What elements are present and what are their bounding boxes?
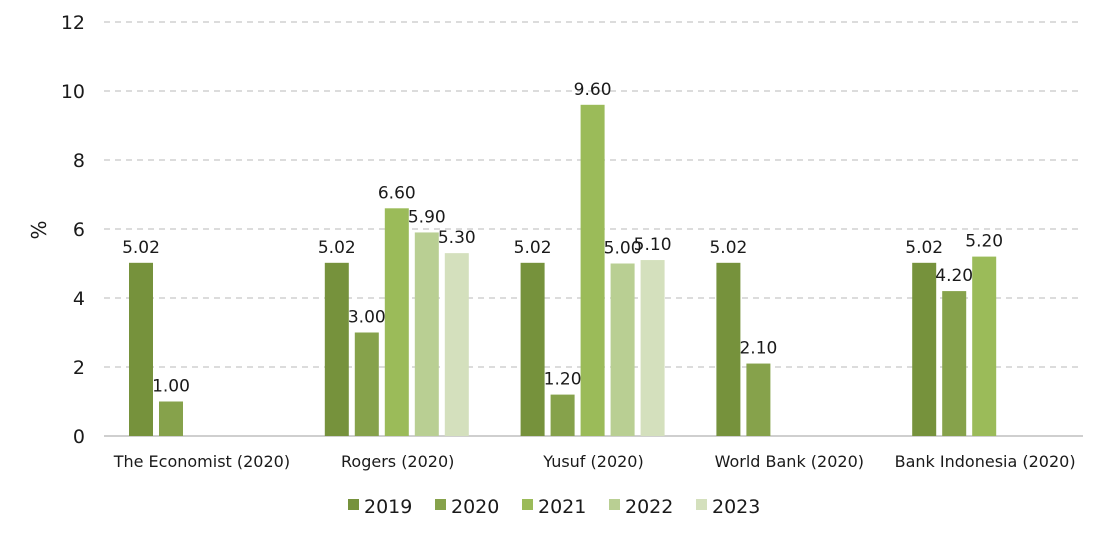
legend-label: 2021 — [538, 496, 586, 518]
data-label: 5.02 — [905, 238, 943, 258]
y-tick-label: 10 — [61, 81, 85, 103]
data-label: 5.20 — [965, 232, 1003, 252]
data-label: 5.02 — [514, 238, 552, 258]
data-label: 5.30 — [438, 228, 476, 248]
data-label: 5.02 — [709, 238, 747, 258]
legend-swatch — [609, 499, 620, 510]
bar-2021 — [972, 256, 997, 436]
legend: 2019 2020 2021 2022 2023 — [348, 496, 760, 518]
bar-2021 — [384, 208, 409, 436]
bar-2021 — [580, 104, 605, 437]
legend-swatch — [522, 499, 533, 510]
x-category-label: Bank Indonesia (2020) — [895, 452, 1076, 471]
x-category-label: Rogers (2020) — [341, 452, 454, 471]
x-category-label: World Bank (2020) — [715, 452, 864, 471]
legend-label: 2022 — [625, 496, 673, 518]
bar-2023 — [444, 253, 469, 436]
legend-swatch — [696, 499, 707, 510]
data-label: 9.60 — [574, 80, 612, 100]
data-label: 5.02 — [122, 238, 160, 258]
bar-2019 — [129, 262, 153, 436]
y-tick-label: 4 — [73, 288, 85, 310]
bar-2019 — [716, 262, 741, 436]
legend-label: 2019 — [364, 496, 412, 518]
bars — [129, 104, 997, 437]
data-label: 4.20 — [935, 266, 973, 286]
data-label: 1.20 — [544, 370, 582, 390]
data-label: 1.00 — [152, 377, 190, 397]
y-tick-label: 6 — [73, 219, 85, 241]
legend-label: 2023 — [712, 496, 760, 518]
bar-2020 — [746, 363, 771, 436]
bar-2019 — [912, 262, 937, 436]
bar-2022 — [414, 232, 439, 436]
data-label: 5.10 — [634, 235, 672, 255]
data-labels: 5.02 1.00 5.02 3.00 6.60 5.905.30 5.02 1.20 9.60… — [122, 80, 1003, 397]
legend-swatch — [435, 499, 446, 510]
x-category-label: Yusuf (2020) — [542, 452, 643, 471]
bar-2023 — [640, 260, 665, 436]
x-category-label: The Economist (2020) — [113, 452, 290, 471]
data-label: 3.00 — [348, 308, 386, 328]
data-label: 2.10 — [739, 339, 777, 359]
y-axis-label: % — [27, 220, 51, 239]
data-label: 6.60 — [378, 183, 416, 203]
bar-2019 — [520, 262, 545, 436]
data-label: 5.90 — [408, 207, 446, 227]
data-label: 5.00 — [604, 239, 642, 259]
y-tick-label: 12 — [61, 12, 85, 34]
y-tick-label: 0 — [73, 426, 85, 448]
bar-2020 — [354, 332, 379, 436]
y-tick-label: 8 — [73, 150, 85, 172]
bar-2019 — [324, 262, 349, 436]
legend-swatch — [348, 499, 359, 510]
bar-2020 — [159, 401, 183, 436]
y-tick-label: 2 — [73, 357, 85, 379]
data-label: 5.02 — [318, 238, 356, 258]
bar-2022 — [610, 263, 635, 436]
legend-label: 2020 — [451, 496, 499, 518]
bar-2020 — [550, 394, 575, 436]
bar-2020 — [942, 291, 967, 436]
